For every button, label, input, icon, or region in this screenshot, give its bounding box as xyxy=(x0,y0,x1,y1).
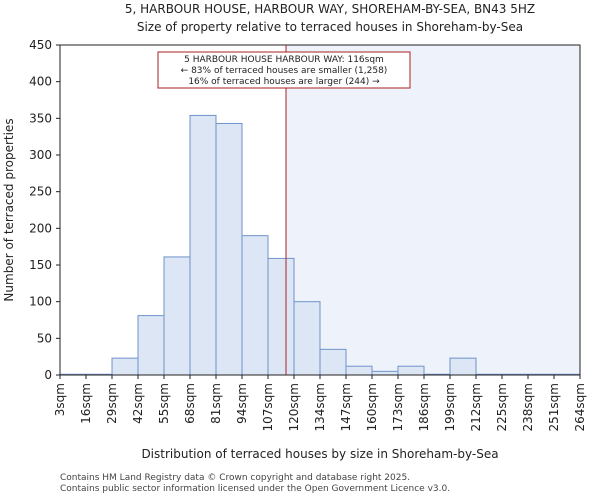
bar-94sqm xyxy=(241,235,269,376)
x-tick-label: 120sqm xyxy=(287,383,301,431)
bar-29sqm xyxy=(111,357,139,376)
y-tick-label: 300 xyxy=(29,148,52,162)
y-axis-ticks: 0 50 100 150 200 250 300 350 400 450 xyxy=(29,38,60,382)
bar-81sqm xyxy=(215,122,243,376)
annotation-box-border xyxy=(157,51,411,89)
chart-subtitle: Size of property relative to terraced ho… xyxy=(137,20,523,34)
chart-title: 5, HARBOUR HOUSE, HARBOUR WAY, SHOREHAM-… xyxy=(125,2,535,16)
x-tick-label: 160sqm xyxy=(365,383,379,431)
x-tick-label: 134sqm xyxy=(313,383,327,431)
bar-147sqm xyxy=(345,365,373,376)
x-tick-label: 264sqm xyxy=(573,383,587,431)
larger-region-shading xyxy=(286,45,580,375)
y-tick-label: 250 xyxy=(29,185,52,199)
bar-55sqm xyxy=(163,256,191,376)
annotation-line-3: 16% of terraced houses are larger (244) … xyxy=(188,77,380,87)
bar-199sqm xyxy=(449,357,477,376)
y-axis-label: Number of terraced properties xyxy=(2,118,16,301)
x-tick-label: 251sqm xyxy=(547,383,561,431)
bars-group xyxy=(59,114,581,376)
x-tick-label: 3sqm xyxy=(53,383,67,416)
x-tick-label: 42sqm xyxy=(131,383,145,424)
x-tick-label: 94sqm xyxy=(235,383,249,424)
y-tick-label: 100 xyxy=(29,295,52,309)
bar-68sqm xyxy=(189,114,217,376)
x-tick-label: 238sqm xyxy=(521,383,535,431)
bar-120sqm xyxy=(293,301,321,376)
x-tick-label: 81sqm xyxy=(209,383,223,424)
x-tick-label: 173sqm xyxy=(391,383,405,431)
x-tick-label: 107sqm xyxy=(261,383,275,431)
y-tick-label: 150 xyxy=(29,258,52,272)
bar-134sqm xyxy=(319,348,347,376)
x-tick-label: 68sqm xyxy=(183,383,197,424)
annotation-line-1: 5 HARBOUR HOUSE HARBOUR WAY: 116sqm xyxy=(184,55,384,65)
x-tick-label: 212sqm xyxy=(469,383,483,431)
x-tick-label: 225sqm xyxy=(495,383,509,431)
bar-42sqm xyxy=(137,315,165,376)
bar-107sqm xyxy=(267,257,295,376)
y-tick-label: 200 xyxy=(29,221,52,235)
annotation-line-2: ← 83% of terraced houses are smaller (1,… xyxy=(181,66,388,76)
x-axis-ticks: 3sqm 16sqm 29sqm 42sqm 55sqm 68sqm 81sqm 94sqm 1… xyxy=(53,375,587,431)
y-tick-label: 450 xyxy=(29,38,52,52)
bar-173sqm xyxy=(397,365,425,376)
x-tick-label: 199sqm xyxy=(443,383,457,431)
footer-copyright: Contains HM Land Registry data © Crown c… xyxy=(60,473,411,483)
x-tick-label: 16sqm xyxy=(79,383,93,424)
x-axis-label: Distribution of terraced houses by size … xyxy=(141,447,498,461)
x-tick-label: 29sqm xyxy=(105,383,119,424)
x-tick-label: 147sqm xyxy=(339,383,353,431)
y-tick-label: 350 xyxy=(29,111,52,125)
y-tick-label: 400 xyxy=(29,75,52,89)
annotation-box: 5 HARBOUR HOUSE HARBOUR WAY: 116sqm ← 83… xyxy=(157,51,411,89)
footer-licence: Contains public sector information licen… xyxy=(60,484,451,494)
plot-frame xyxy=(59,44,581,376)
x-tick-label: 186sqm xyxy=(417,383,431,431)
y-tick-label: 0 xyxy=(44,368,52,382)
bar-160sqm xyxy=(371,370,399,376)
y-tick-label: 50 xyxy=(37,331,52,345)
x-tick-label: 55sqm xyxy=(157,383,171,424)
